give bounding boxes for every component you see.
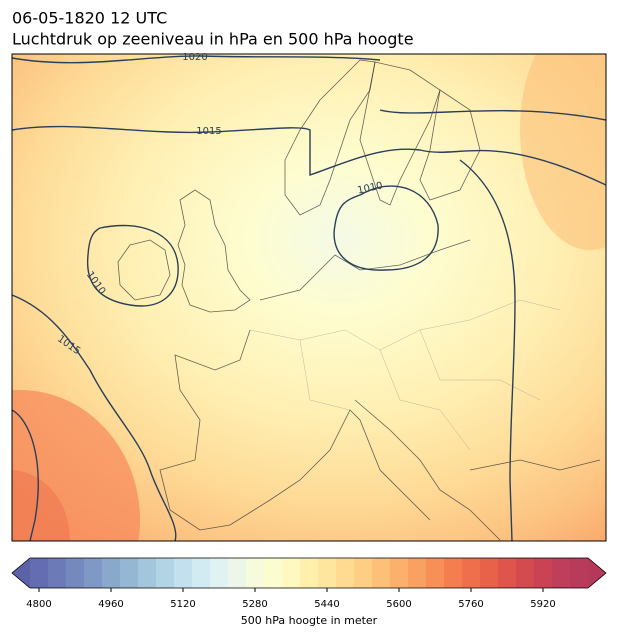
colorbar-cell	[552, 558, 571, 588]
colorbar-cell	[174, 558, 193, 588]
colorbar-cell	[336, 558, 355, 588]
colorbar-cell	[498, 558, 517, 588]
colorbar-cell	[372, 558, 391, 588]
subtitle: Luchtdruk op zeeniveau in hPa en 500 hPa…	[12, 30, 414, 49]
title: 06-05-1820 12 UTC	[12, 9, 167, 28]
colorbar-cell	[48, 558, 67, 588]
colorbar-tick-label: 5120	[170, 599, 195, 610]
contour-label: 1010	[357, 180, 384, 196]
colorbar-tick-label: 5600	[386, 599, 411, 610]
colorbar-cell	[264, 558, 283, 588]
colorbar-cell	[516, 558, 535, 588]
colorbar-cell	[534, 558, 553, 588]
colorbar-tick-label: 5280	[242, 599, 267, 610]
colorbar-cell	[66, 558, 85, 588]
colorbar-cell	[192, 558, 211, 588]
colorbar-cell	[408, 558, 427, 588]
map-frame	[11, 53, 607, 542]
colorbar-label: 500 hPa hoogte in meter	[241, 614, 378, 627]
colorbar-cell	[228, 558, 247, 588]
colorbar-cell	[84, 558, 103, 588]
colorbar-cell	[390, 558, 409, 588]
colorbar-cell	[120, 558, 139, 588]
colorbar-cell	[138, 558, 157, 588]
colorbar: 4800 4960 5120 5280 5440 5600 5760 5920	[11, 557, 607, 610]
colorbar-cell	[156, 558, 175, 588]
colorbar-outline	[11, 557, 607, 589]
colorbar-extend-low	[12, 558, 30, 588]
colorbar-tick-label: 4800	[26, 599, 51, 610]
colorbar-cell	[30, 558, 49, 588]
colorbar-cell	[354, 558, 373, 588]
colorbar-tick-label: 5760	[458, 599, 483, 610]
colorbar-cell	[444, 558, 463, 588]
colorbar-cell	[102, 558, 121, 588]
colorbar-tick-label: 4960	[98, 599, 123, 610]
colorbar-cell	[300, 558, 319, 588]
colorbar-extend-high	[588, 558, 606, 588]
colorbar-cell	[246, 558, 265, 588]
colorbar-cell	[570, 558, 589, 588]
colorbar-cell	[282, 558, 301, 588]
contour-label: 1020	[182, 52, 207, 63]
contour-label: 1015	[196, 126, 221, 137]
colorbar-tick-label: 5920	[530, 599, 555, 610]
colorbar-cell	[462, 558, 481, 588]
colorbar-cell	[210, 558, 229, 588]
colorbar-cell	[426, 558, 445, 588]
colorbar-tick-label: 5440	[314, 599, 339, 610]
colorbar-cell	[318, 558, 337, 588]
map	[12, 54, 606, 541]
colorbar-cell	[480, 558, 499, 588]
